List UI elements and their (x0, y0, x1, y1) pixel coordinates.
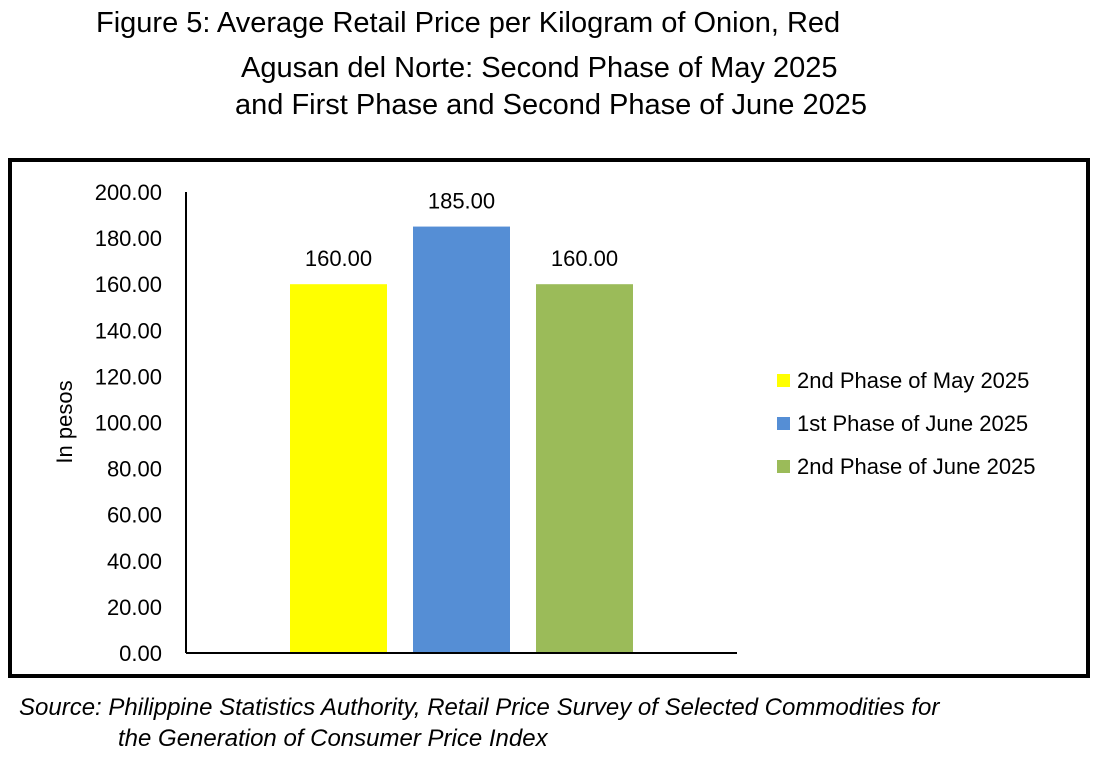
bar (536, 284, 633, 653)
source-line-1: Source: Philippine Statistics Authority,… (19, 694, 940, 721)
source-note: Source: Philippine Statistics Authority,… (19, 692, 1104, 754)
y-tick-label: 40.00 (107, 549, 162, 574)
y-axis-label: In pesos (52, 380, 77, 463)
bar (413, 226, 510, 653)
source-line-2: the Generation of Consumer Price Index (118, 725, 548, 752)
legend-swatch (777, 460, 790, 473)
y-tick-label: 140.00 (95, 318, 162, 343)
chart-frame (8, 158, 1090, 678)
bar-value-label: 185.00 (428, 189, 495, 214)
legend-label: 1st Phase of June 2025 (797, 411, 1028, 436)
y-tick-label: 100.00 (95, 411, 162, 436)
legend-label: 2nd Phase of May 2025 (797, 368, 1029, 393)
y-tick-label: 200.00 (95, 180, 162, 205)
legend-swatch (777, 417, 790, 430)
chart-title-line-3: and First Phase and Second Phase of June… (235, 89, 867, 121)
bar (290, 284, 387, 653)
bar-value-label: 160.00 (551, 246, 618, 271)
y-tick-label: 180.00 (95, 226, 162, 251)
legend-swatch (777, 374, 790, 387)
y-tick-label: 80.00 (107, 457, 162, 482)
y-tick-label: 160.00 (95, 272, 162, 297)
y-tick-label: 0.00 (119, 641, 162, 666)
y-tick-label: 20.00 (107, 595, 162, 620)
y-tick-label: 120.00 (95, 364, 162, 389)
bar-value-label: 160.00 (305, 246, 372, 271)
chart-title-line-1: Figure 5: Average Retail Price per Kilog… (96, 7, 841, 39)
y-tick-label: 60.00 (107, 503, 162, 528)
legend-label: 2nd Phase of June 2025 (797, 454, 1036, 479)
chart-title-line-2: Agusan del Norte: Second Phase of May 20… (241, 52, 838, 84)
